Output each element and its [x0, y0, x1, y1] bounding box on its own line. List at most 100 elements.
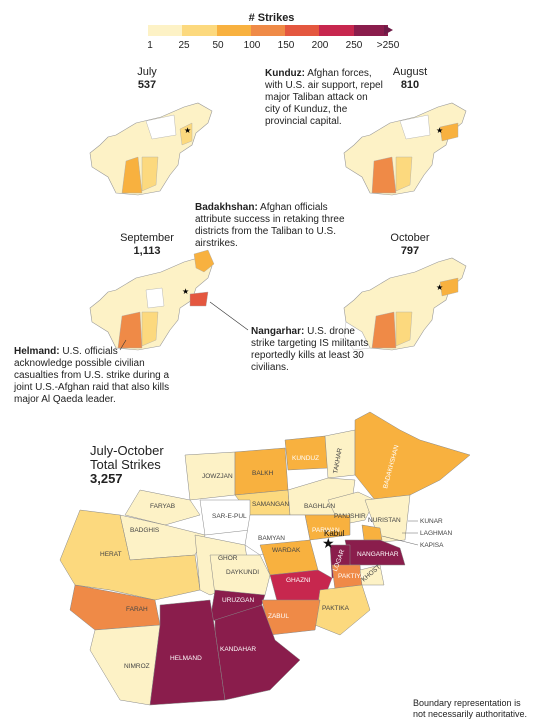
annotation-helmand: Helmand: U.S. officials acknowledge poss…	[14, 346, 172, 406]
label-uruzgan: URUZGAN	[222, 597, 254, 604]
label-sarepul: SAR-E-PUL	[212, 513, 247, 520]
label-helmand: HELMAND	[170, 655, 202, 662]
month-strike-count: 810	[400, 79, 420, 91]
label-nimroz: NIMROZ	[124, 663, 150, 670]
label-panjshir: PANJSHIR	[334, 513, 366, 520]
label-ghazni: GHAZNI	[286, 577, 311, 584]
label-herat: HERAT	[100, 551, 122, 558]
total-title-line1: July-October	[90, 443, 164, 458]
legend-swatch-6	[319, 25, 354, 36]
map-august-kabul-star: ★	[436, 126, 443, 135]
month-strike-count: 797	[400, 245, 420, 257]
legend-swatch-3	[216, 25, 251, 36]
legend-label-50: 50	[212, 40, 224, 51]
map-july-country	[89, 102, 213, 196]
label-daykundi: DAYKUNDI	[226, 569, 259, 576]
legend-label-1: 1	[147, 40, 153, 51]
annotation-kunduz: Kunduz: Afghan forces, with U.S. air sup…	[265, 68, 383, 128]
month-september-label: September 1,113	[112, 232, 182, 258]
annotation-heading: Nangarhar:	[251, 326, 305, 337]
annotation-text: Afghan officials attribute success in re…	[195, 202, 345, 249]
legend-label-100: 100	[243, 40, 261, 51]
map-october-kabul-star: ★	[436, 283, 443, 292]
map-september-center	[145, 287, 165, 309]
legend-label-25: 25	[178, 40, 190, 51]
legend-label-150: 150	[277, 40, 295, 51]
map-october-nimroz	[343, 321, 371, 351]
label-jowzjan: JOWZJAN	[202, 473, 233, 480]
province-wardak	[259, 539, 319, 576]
annotation-heading: Helmand:	[14, 346, 60, 357]
map-october-helmand	[371, 311, 397, 349]
map-august-north	[399, 114, 431, 140]
map-july-kabul-star: ★	[184, 126, 191, 135]
province-kunduz	[284, 435, 329, 471]
map-september-kabul-star: ★	[182, 287, 189, 296]
label-paktika: PAKTIKA	[322, 605, 350, 612]
map-september: ★	[89, 249, 215, 351]
annotation-nangarhar: Nangarhar: U.S. drone strike targeting I…	[251, 326, 381, 374]
label-parwan: PARWAN	[312, 527, 340, 534]
label-nuristan: NURISTAN	[368, 517, 401, 524]
label-baghlan: BAGHLAN	[304, 503, 335, 510]
legend-label-200: 200	[311, 40, 329, 51]
leader-kapisa	[381, 535, 419, 546]
province-kandahar	[214, 604, 301, 701]
month-october-label: October 797	[375, 232, 445, 258]
annotation-heading: Badakhshan:	[195, 202, 258, 213]
month-name: July	[137, 66, 157, 78]
map-october-kandahar	[395, 311, 413, 347]
month-august-label: August 810	[375, 66, 445, 92]
label-paktiya: PAKTIYA	[338, 573, 365, 580]
map-september-badakhshan	[193, 249, 215, 273]
kabul-star-icon: ★	[322, 535, 335, 551]
annotation-text: U.S. officials acknowledge possible civi…	[14, 346, 170, 405]
map-july: ★	[89, 102, 213, 196]
label-ghor: GHOR	[218, 555, 238, 562]
label-nangarhar: NANGARHAR	[357, 551, 399, 558]
legend-swatch-1	[148, 25, 183, 36]
province-faryab	[124, 489, 201, 526]
month-name: August	[392, 66, 428, 78]
label-laghman: LAGHMAN	[420, 530, 452, 537]
annotation-badakhshan: Badakhshan: Afghan officials attribute s…	[195, 202, 355, 250]
legend-swatch-2	[182, 25, 217, 36]
legend-swatch-5	[285, 25, 320, 36]
map-september-nangarhar	[189, 291, 209, 307]
legend-title: # Strikes	[248, 12, 295, 24]
province-daykundi	[209, 554, 271, 596]
month-july-label: July 537	[112, 66, 182, 92]
map-july-kandahar	[141, 156, 159, 192]
label-samangan: SAMANGAN	[252, 501, 290, 508]
label-kandahar: KANDAHAR	[220, 646, 256, 653]
label-bamyan: BAMYAN	[258, 535, 285, 542]
annotation-text: U.S. drone strike targeting IS militants…	[251, 326, 369, 373]
total-strike-count: 3,257	[90, 471, 123, 486]
total-title-line2: Total Strikes	[90, 457, 161, 472]
leader-helmand	[119, 339, 127, 351]
label-balkh: BALKH	[252, 470, 274, 477]
map-august-kandahar	[395, 156, 413, 192]
map-october-east	[439, 277, 459, 297]
total-map-title: July-October Total Strikes 3,257	[90, 444, 210, 486]
map-october: ★	[343, 257, 467, 351]
month-strike-count: 1,113	[133, 245, 161, 257]
map-july-helmand	[121, 156, 143, 194]
label-kapisa: KAPISA	[420, 542, 444, 549]
map-july-north	[145, 114, 177, 140]
month-name: September	[120, 232, 174, 244]
legend-label-250: 250	[345, 40, 363, 51]
province-khost	[359, 564, 385, 586]
province-kapisa	[361, 524, 383, 541]
annotation-text: Afghan forces, with U.S. air support, re…	[265, 68, 383, 127]
label-farah: FARAH	[126, 606, 148, 613]
province-nimroz	[89, 624, 161, 706]
map-september-helmand	[117, 311, 143, 349]
label-kunar: KUNAR	[420, 518, 443, 525]
legend-arrow-tip	[384, 25, 393, 35]
map-august-east	[439, 122, 459, 142]
legend-swatch-4	[250, 25, 286, 36]
map-july-east	[179, 122, 193, 146]
